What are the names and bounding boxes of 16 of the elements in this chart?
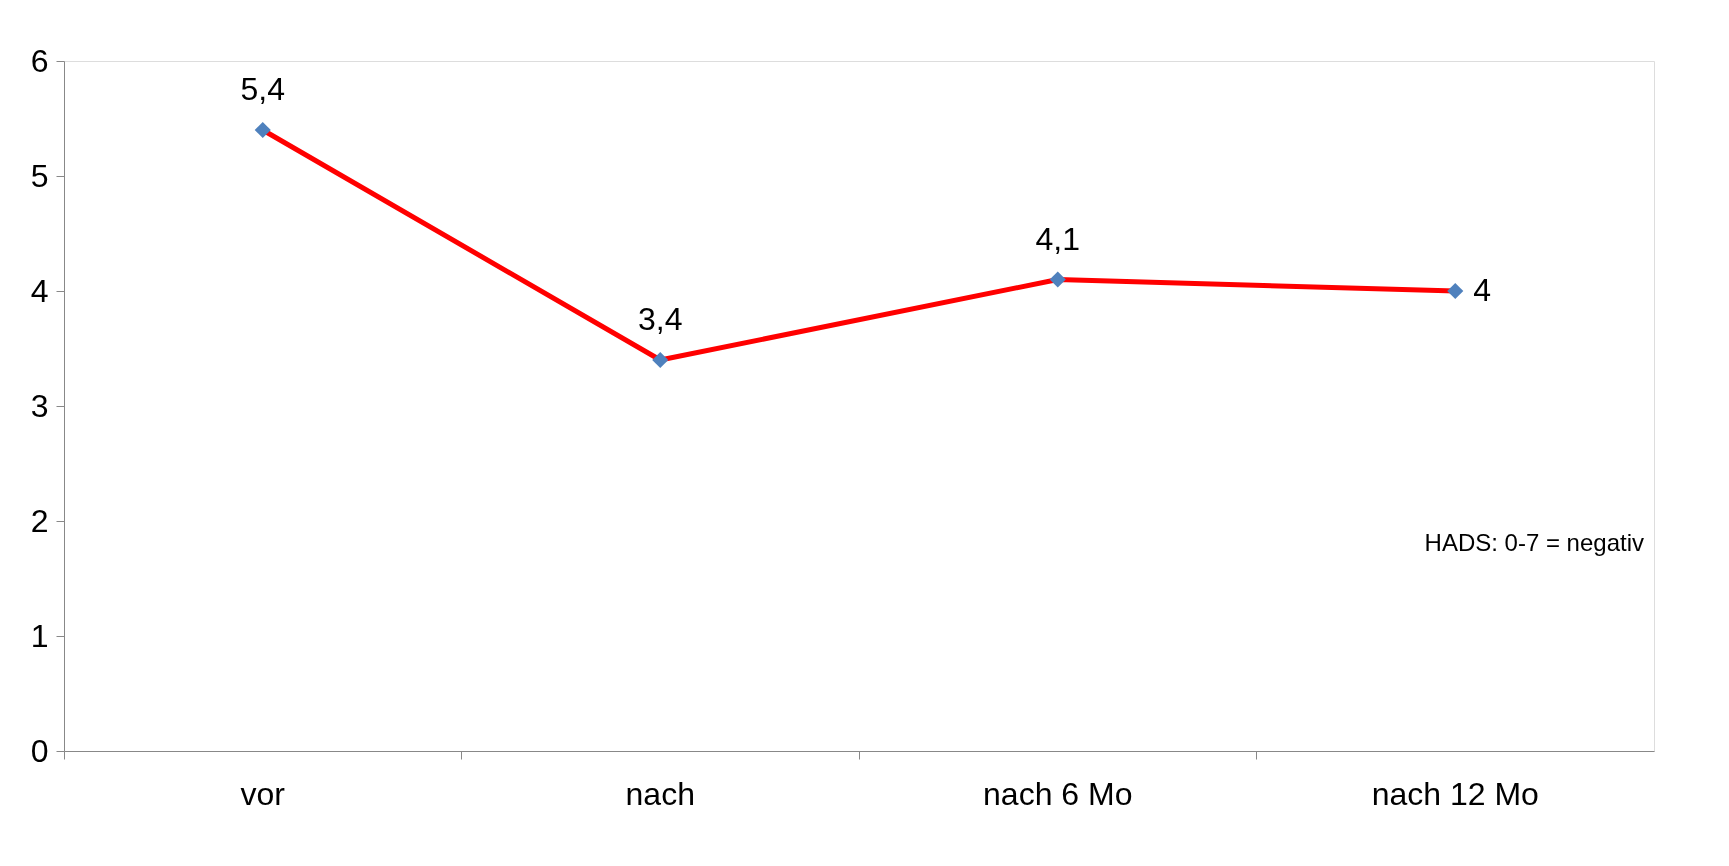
- y-tick-label: 1: [30, 617, 49, 654]
- data-label: 4,1: [1035, 220, 1080, 257]
- y-tick-label: 5: [30, 157, 49, 194]
- data-label: 5,4: [240, 71, 285, 107]
- y-tick-label: 3: [30, 387, 49, 424]
- annotation: HADS: 0-7 = negativ: [1424, 529, 1644, 556]
- y-tick-label: 4: [30, 272, 49, 309]
- x-tick-label: vor: [240, 775, 286, 812]
- data-label: 3,4: [638, 301, 683, 337]
- x-tick-label: nach 6 Mo: [983, 775, 1133, 812]
- y-tick-label: 0: [30, 732, 49, 769]
- y-tick-label: 6: [30, 42, 49, 79]
- data-label: 4: [1473, 272, 1492, 308]
- x-tick-label: nach 12 Mo: [1371, 775, 1539, 812]
- x-tick-label: nach: [625, 775, 695, 812]
- y-tick-label: 2: [30, 502, 49, 539]
